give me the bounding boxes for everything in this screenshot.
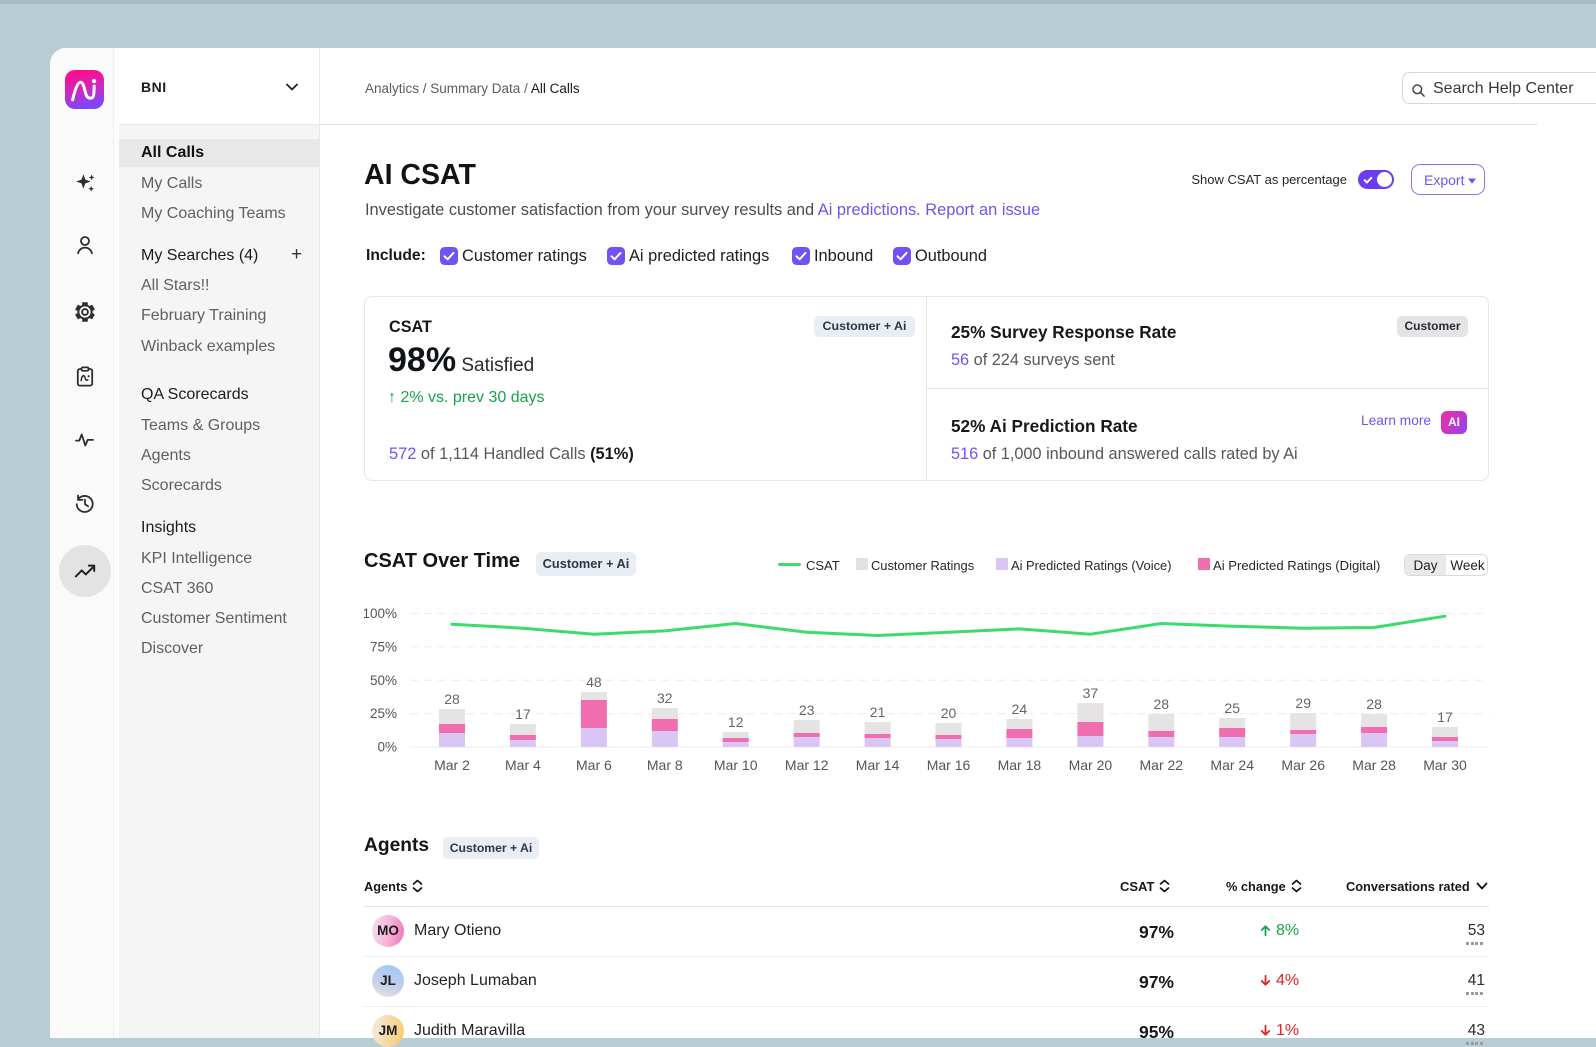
svg-text:Mar 14: Mar 14 xyxy=(856,757,900,773)
svg-text:Mar 2: Mar 2 xyxy=(434,757,470,773)
svg-text:23: 23 xyxy=(799,702,815,718)
svg-text:17: 17 xyxy=(515,706,531,722)
svg-text:28: 28 xyxy=(444,691,460,707)
svg-text:75%: 75% xyxy=(370,639,397,654)
svg-text:25: 25 xyxy=(1224,700,1240,716)
svg-text:Mar 30: Mar 30 xyxy=(1423,757,1467,773)
svg-text:28: 28 xyxy=(1366,696,1382,712)
svg-text:37: 37 xyxy=(1083,685,1099,701)
svg-text:100%: 100% xyxy=(364,606,397,621)
svg-text:Mar 24: Mar 24 xyxy=(1210,757,1254,773)
svg-text:Mar 10: Mar 10 xyxy=(714,757,758,773)
svg-text:Mar 22: Mar 22 xyxy=(1140,757,1184,773)
svg-text:28: 28 xyxy=(1154,696,1170,712)
svg-text:29: 29 xyxy=(1295,695,1311,711)
svg-text:25%: 25% xyxy=(370,706,397,721)
svg-text:20: 20 xyxy=(941,705,957,721)
svg-text:Mar 8: Mar 8 xyxy=(647,757,683,773)
svg-text:17: 17 xyxy=(1437,709,1453,725)
svg-text:Mar 18: Mar 18 xyxy=(998,757,1042,773)
svg-text:Mar 6: Mar 6 xyxy=(576,757,612,773)
svg-text:Mar 4: Mar 4 xyxy=(505,757,541,773)
svg-text:24: 24 xyxy=(1012,701,1028,717)
svg-text:Mar 16: Mar 16 xyxy=(927,757,971,773)
svg-text:50%: 50% xyxy=(370,673,397,688)
svg-text:Mar 26: Mar 26 xyxy=(1281,757,1325,773)
svg-text:32: 32 xyxy=(657,690,673,706)
svg-text:Mar 20: Mar 20 xyxy=(1069,757,1113,773)
svg-text:12: 12 xyxy=(728,714,744,730)
svg-text:Mar 12: Mar 12 xyxy=(785,757,829,773)
svg-text:48: 48 xyxy=(586,674,602,690)
svg-text:21: 21 xyxy=(870,704,886,720)
svg-text:0%: 0% xyxy=(377,740,397,755)
svg-text:Mar 28: Mar 28 xyxy=(1352,757,1396,773)
